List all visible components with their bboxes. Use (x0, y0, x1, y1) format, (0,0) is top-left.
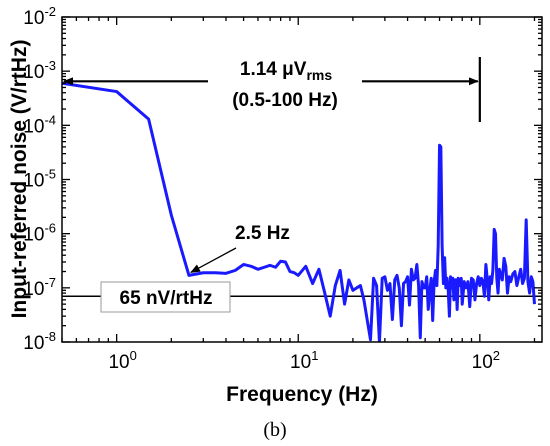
y-tick-label: 10-3 (23, 58, 56, 83)
annotations: 1.14 μVrms (0.5-100 Hz) 2.5 Hz 65 nV/rtHz (63, 57, 481, 313)
band-range-label: (0.5-100 Hz) (232, 90, 338, 111)
noise-floor-label-box (100, 281, 231, 313)
y-tick-label: 10-6 (23, 221, 56, 246)
y-tick-label: 10-2 (23, 4, 56, 29)
x-axis-title: Frequency (Hz) (226, 383, 378, 406)
figure-caption: (b) (263, 419, 286, 441)
x-tick-label: 100 (108, 348, 136, 373)
band-value-label: 1.14 μVrms (240, 59, 332, 83)
noise-series-line (62, 81, 536, 342)
y-tick-label: 10-7 (23, 275, 56, 300)
tick-labels: 100 101 102 10-8 10-7 10-6 10-5 10-4 10-3 10-2 (23, 4, 500, 373)
y-axis-title: Input-referred noise (V/rtHz) (8, 40, 31, 319)
y-tick-label: 10-8 (23, 329, 56, 354)
corner-frequency-label: 2.5 Hz (235, 223, 290, 244)
x-tick-label: 101 (290, 348, 318, 373)
noise-floor-label: 65 nV/rtHz (120, 288, 213, 309)
x-tick-label: 102 (472, 348, 500, 373)
corner-frequency-arrow (190, 247, 237, 273)
y-tick-label: 10-5 (23, 167, 56, 192)
y-tick-label: 10-4 (23, 112, 56, 137)
